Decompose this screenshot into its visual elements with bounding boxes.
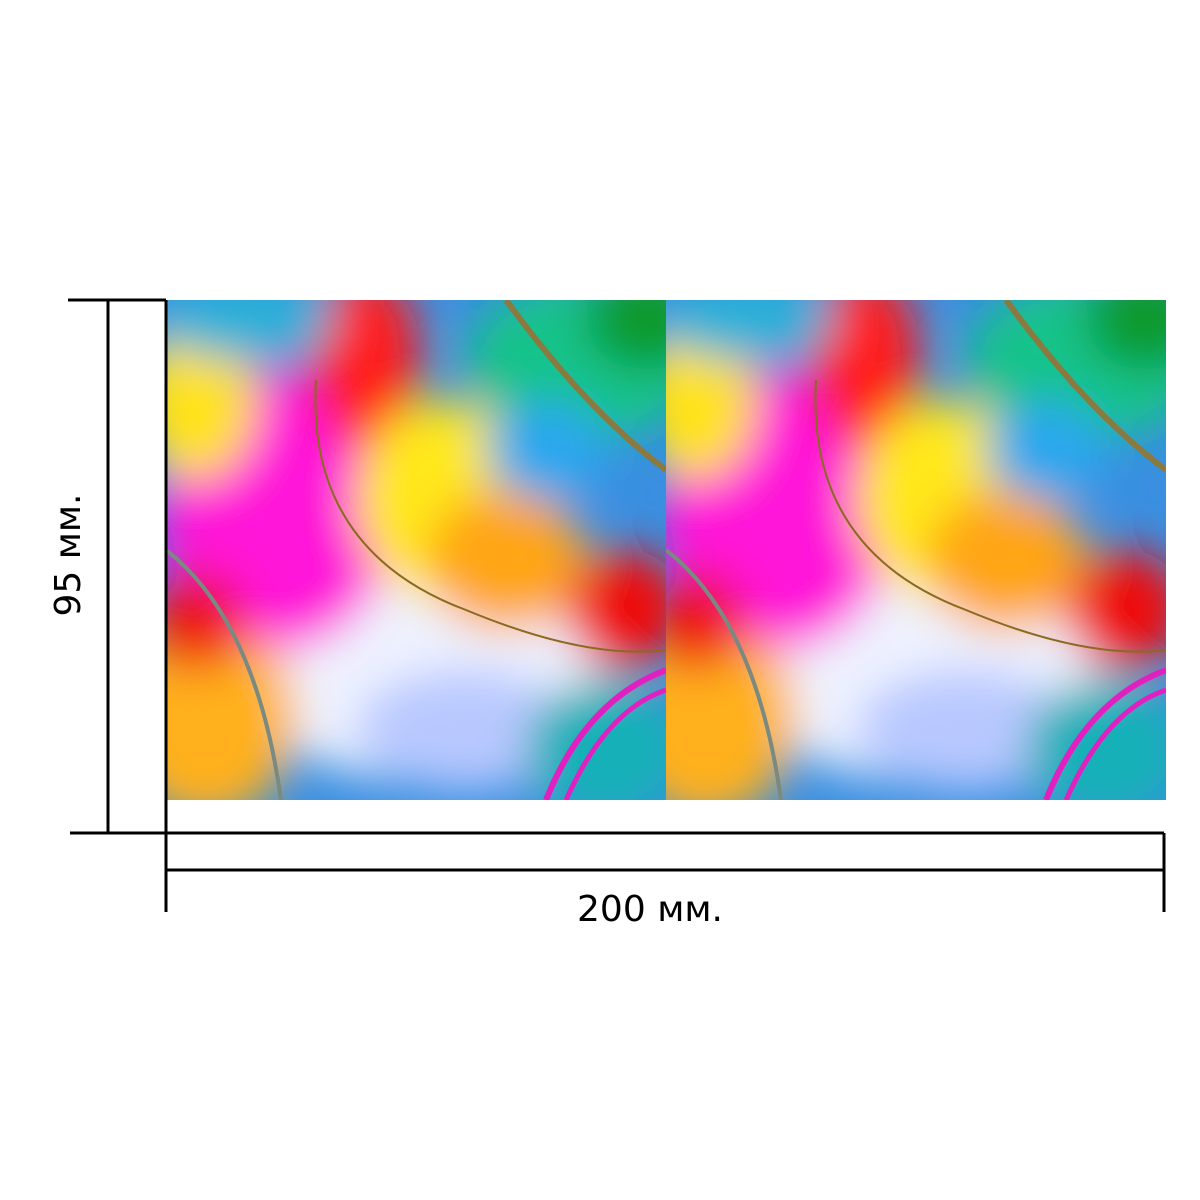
height-dimension: 95 мм. (48, 298, 168, 835)
print-panel (116, 270, 706, 820)
print-panel (616, 270, 1200, 820)
width-label: 200 мм. (577, 889, 723, 930)
height-label: 95 мм. (48, 493, 89, 616)
width-dimension: 200 мм. (164, 800, 1166, 930)
